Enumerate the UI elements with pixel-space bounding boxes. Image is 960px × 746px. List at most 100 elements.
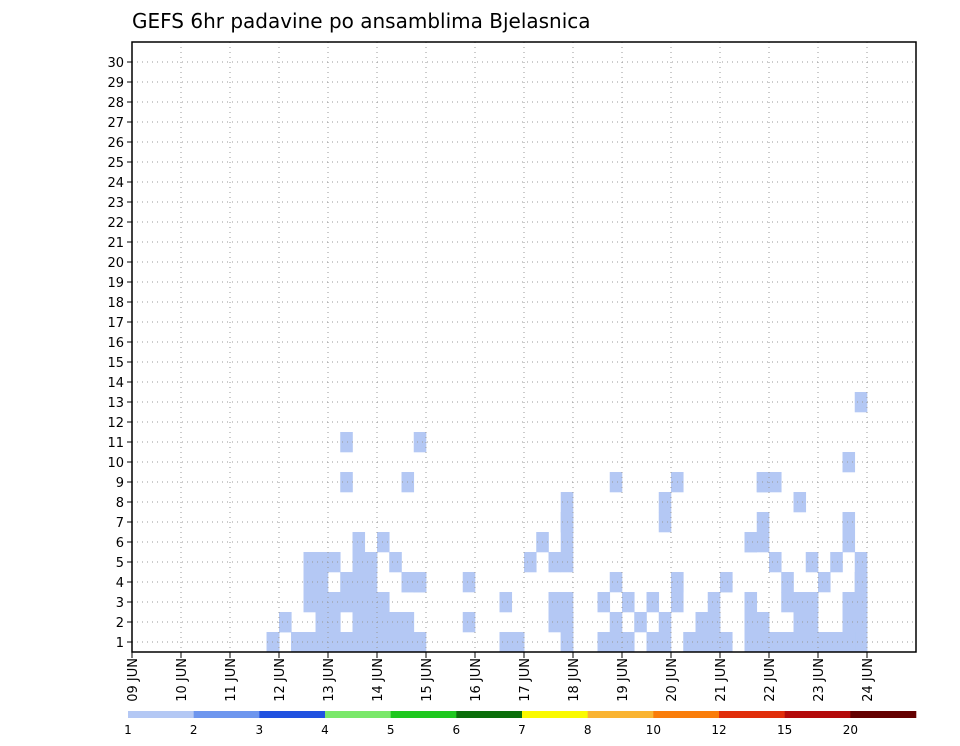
- data-cell: [364, 592, 378, 613]
- data-cell: [854, 392, 868, 413]
- data-cell: [707, 632, 721, 653]
- data-cell: [842, 632, 856, 653]
- y-tick-label: 24: [107, 176, 124, 191]
- y-axis: 1234567891011121314151617181920212223242…: [107, 56, 132, 651]
- data-cell: [413, 632, 427, 653]
- data-cell: [609, 612, 623, 633]
- data-cell: [364, 552, 378, 573]
- y-tick-label: 5: [116, 556, 124, 571]
- data-cell: [511, 632, 525, 653]
- data-cell: [720, 572, 733, 593]
- data-cell: [389, 612, 402, 633]
- data-cell: [769, 552, 782, 573]
- data-cell: [842, 452, 856, 473]
- data-cell: [340, 572, 353, 593]
- y-tick-label: 16: [107, 336, 124, 351]
- data-cell: [279, 612, 292, 633]
- y-tick-label: 20: [107, 256, 124, 271]
- y-tick-label: 13: [107, 396, 124, 411]
- data-cell: [744, 532, 758, 553]
- y-tick-label: 29: [107, 76, 124, 91]
- y-tick-label: 7: [116, 516, 124, 531]
- data-cell: [389, 552, 402, 573]
- colorbar-swatch: [456, 711, 523, 718]
- data-cell: [340, 432, 353, 453]
- colorbar-label: 15: [777, 723, 792, 737]
- data-cell: [854, 592, 868, 613]
- x-tick-label: 21 JUN: [714, 658, 729, 702]
- data-cell: [830, 632, 843, 653]
- grid-layer: [132, 42, 916, 652]
- data-cell: [340, 592, 353, 613]
- data-cell: [328, 552, 341, 573]
- data-cell: [854, 632, 868, 653]
- data-cell: [818, 632, 831, 653]
- data-cell: [756, 612, 770, 633]
- data-cell: [707, 612, 721, 633]
- data-cell: [303, 572, 317, 593]
- data-cell: [769, 632, 782, 653]
- data-cell: [266, 632, 280, 653]
- x-tick-label: 13 JUN: [322, 658, 337, 702]
- colorbar-swatch: [850, 711, 917, 718]
- y-tick-label: 22: [107, 216, 124, 231]
- y-tick-label: 12: [107, 416, 124, 431]
- data-cell: [793, 492, 807, 513]
- colorbar-label: 4: [321, 723, 329, 737]
- y-tick-label: 27: [107, 116, 124, 131]
- data-cell: [377, 632, 390, 653]
- cells-layer: [266, 392, 868, 653]
- data-cell: [842, 592, 856, 613]
- data-cell: [744, 612, 758, 633]
- data-cell: [352, 632, 366, 653]
- y-tick-label: 23: [107, 196, 124, 211]
- data-cell: [695, 632, 709, 653]
- colorbar-swatch: [325, 711, 391, 718]
- data-cell: [389, 632, 402, 653]
- colorbar-swatch: [653, 711, 720, 718]
- y-tick-label: 17: [107, 316, 124, 331]
- data-cell: [658, 512, 672, 533]
- data-cell: [462, 572, 476, 593]
- data-cell: [793, 592, 807, 613]
- data-cell: [793, 612, 807, 633]
- data-cell: [340, 632, 353, 653]
- y-tick-label: 1: [116, 636, 124, 651]
- colorbar-label: 20: [843, 723, 858, 737]
- colorbar-swatch: [784, 711, 851, 718]
- data-cell: [756, 632, 770, 653]
- y-tick-label: 2: [116, 616, 124, 631]
- y-tick-label: 9: [116, 476, 124, 491]
- colorbar: 1 2 3 4 5 6 7 8 10 12 15 20: [124, 711, 917, 737]
- x-tick-label: 23 JUN: [812, 658, 827, 702]
- data-cell: [658, 492, 672, 513]
- data-cell: [609, 632, 623, 653]
- data-cell: [352, 612, 366, 633]
- data-cell: [413, 572, 427, 593]
- data-cell: [609, 472, 623, 493]
- y-tick-label: 21: [107, 236, 124, 251]
- x-tick-label: 09 JUN: [126, 658, 141, 702]
- y-tick-label: 30: [107, 56, 124, 71]
- data-cell: [377, 532, 390, 553]
- data-cell: [720, 632, 733, 653]
- data-cell: [769, 472, 782, 493]
- colorbar-label: 2: [190, 723, 198, 737]
- data-cell: [744, 592, 758, 613]
- data-cell: [364, 632, 378, 653]
- y-tick-label: 8: [116, 496, 124, 511]
- data-cell: [364, 572, 378, 593]
- colorbar-label: 6: [453, 723, 461, 737]
- x-tick-label: 19 JUN: [616, 658, 631, 702]
- x-tick-label: 15 JUN: [420, 658, 435, 702]
- data-cell: [499, 632, 513, 653]
- x-tick-label: 22 JUN: [763, 658, 778, 702]
- data-cell: [352, 552, 366, 573]
- data-cell: [707, 592, 721, 613]
- x-tick-label: 14 JUN: [371, 658, 386, 702]
- y-tick-label: 25: [107, 156, 124, 171]
- x-tick-label: 18 JUN: [567, 658, 582, 702]
- data-cell: [683, 632, 696, 653]
- data-cell: [793, 632, 807, 653]
- colorbar-label: 3: [256, 723, 264, 737]
